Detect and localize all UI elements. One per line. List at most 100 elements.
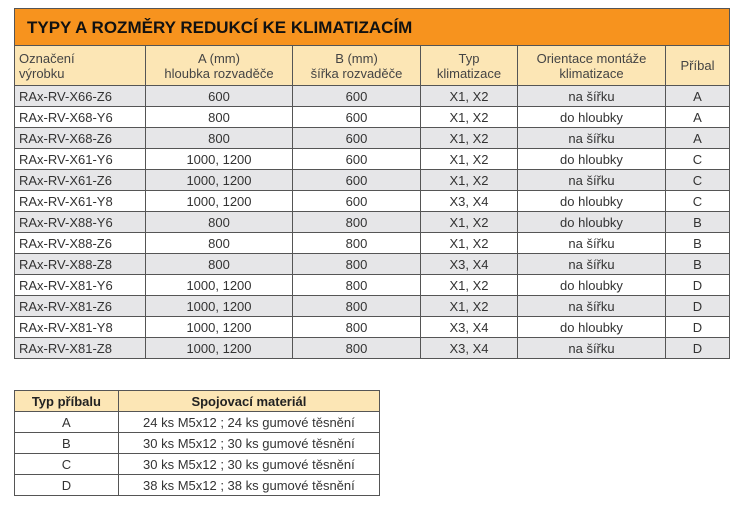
table-cell: 800 bbox=[292, 274, 421, 296]
table-cell: 600 bbox=[292, 148, 421, 170]
table-cell: 1000, 1200 bbox=[145, 274, 293, 296]
table-cell: 600 bbox=[292, 106, 421, 128]
table-cell: X3, X4 bbox=[420, 190, 518, 212]
table-cell: na šířku bbox=[517, 337, 666, 359]
table-title: TYPY A ROZMĚRY REDUKCÍ KE KLIMATIZACÍM bbox=[14, 8, 730, 46]
table-cell: C bbox=[665, 169, 730, 191]
header-cell: B (mm) šířka rozvaděče bbox=[292, 45, 421, 86]
table-cell: A bbox=[665, 127, 730, 149]
header-text: Orientace montáže bbox=[536, 50, 647, 66]
table-row: RAx-RV-X81-Y8 1000, 1200 800 X3, X4 do hloub… bbox=[14, 316, 730, 338]
table-row: RAx-RV-X81-Y6 1000, 1200 800 X1, X2 do hloub… bbox=[14, 274, 730, 296]
header-text: výrobku bbox=[19, 65, 65, 81]
pack-types-table: Typ příbalu Spojovací materiál A 24 ks M5… bbox=[14, 390, 381, 496]
table-cell: RAx-RV-X68-Y6 bbox=[14, 106, 146, 128]
table-cell: RAx-RV-X81-Y6 bbox=[14, 274, 146, 296]
table-cell: RAx-RV-X61-Y6 bbox=[14, 148, 146, 170]
table-row: A 24 ks M5x12 ; 24 ks gumové těsnění bbox=[14, 411, 381, 433]
table-cell: X3, X4 bbox=[420, 253, 518, 275]
table-cell: 800 bbox=[292, 316, 421, 338]
table-cell: X1, X2 bbox=[420, 274, 518, 296]
table-cell: B bbox=[665, 211, 730, 233]
header-pack-type: Typ příbalu bbox=[14, 390, 119, 412]
table-row: D 38 ks M5x12 ; 38 ks gumové těsnění bbox=[14, 474, 381, 496]
table-cell: na šířku bbox=[517, 295, 666, 317]
table-cell: B bbox=[14, 432, 119, 454]
table-cell: D bbox=[665, 337, 730, 359]
table-cell: RAx-RV-X81-Z8 bbox=[14, 337, 146, 359]
header-row: Označení výrobku A (mm) hloubka rozvaděče B … bbox=[14, 45, 730, 86]
table-row: RAx-RV-X88-Y6 800 800 X1, X2 do hloubky B bbox=[14, 211, 730, 233]
header-text: klimatizace bbox=[436, 65, 502, 81]
table-cell: X1, X2 bbox=[420, 295, 518, 317]
table-cell: X1, X2 bbox=[420, 106, 518, 128]
table-cell: X1, X2 bbox=[420, 169, 518, 191]
table-row: C 30 ks M5x12 ; 30 ks gumové těsnění bbox=[14, 453, 381, 475]
table-row: B 30 ks M5x12 ; 30 ks gumové těsnění bbox=[14, 432, 381, 454]
header-cell: A (mm) hloubka rozvaděče bbox=[145, 45, 293, 86]
table-cell: X3, X4 bbox=[420, 316, 518, 338]
table-cell: A bbox=[14, 411, 119, 433]
table-cell: 1000, 1200 bbox=[145, 148, 293, 170]
table-cell: 800 bbox=[145, 127, 293, 149]
header-cell: Typ klimatizace bbox=[420, 45, 518, 86]
table-cell: na šířku bbox=[517, 85, 666, 107]
table-row: RAx-RV-X61-Y6 1000, 1200 600 X1, X2 do hloub… bbox=[14, 148, 730, 170]
table-cell: 800 bbox=[145, 232, 293, 254]
table-cell: 800 bbox=[145, 253, 293, 275]
table-cell: C bbox=[665, 190, 730, 212]
header-text: A (mm) bbox=[198, 50, 240, 66]
table-cell: na šířku bbox=[517, 253, 666, 275]
table-cell: X1, X2 bbox=[420, 148, 518, 170]
table-cell: RAx-RV-X68-Z6 bbox=[14, 127, 146, 149]
table-cell: do hloubky bbox=[517, 211, 666, 233]
table-cell: RAx-RV-X61-Z6 bbox=[14, 169, 146, 191]
table-cell: 30 ks M5x12 ; 30 ks gumové těsnění bbox=[117, 453, 381, 475]
table-cell: RAx-RV-X81-Y8 bbox=[14, 316, 146, 338]
table-cell: 600 bbox=[292, 85, 421, 107]
table-row: RAx-RV-X81-Z6 1000, 1200 800 X1, X2 na šířku… bbox=[14, 295, 730, 317]
table-cell: na šířku bbox=[517, 169, 666, 191]
table-cell: na šířku bbox=[517, 127, 666, 149]
table-cell: do hloubky bbox=[517, 190, 666, 212]
table-cell: X1, X2 bbox=[420, 232, 518, 254]
table-cell: 30 ks M5x12 ; 30 ks gumové těsnění bbox=[117, 432, 381, 454]
table-row: RAx-RV-X68-Y6 800 600 X1, X2 do hloubky A bbox=[14, 106, 730, 128]
table-cell: X3, X4 bbox=[420, 337, 518, 359]
table-cell: 800 bbox=[292, 211, 421, 233]
table-cell: 800 bbox=[292, 295, 421, 317]
table-cell: RAx-RV-X81-Z6 bbox=[14, 295, 146, 317]
table-cell: 1000, 1200 bbox=[145, 169, 293, 191]
table-cell: 1000, 1200 bbox=[145, 190, 293, 212]
table-cell: 800 bbox=[292, 253, 421, 275]
table-cell: D bbox=[665, 295, 730, 317]
table-cell: A bbox=[665, 85, 730, 107]
table-cell: 800 bbox=[145, 106, 293, 128]
table-row: RAx-RV-X61-Y8 1000, 1200 600 X3, X4 do hloub… bbox=[14, 190, 730, 212]
header-cell: Označení výrobku bbox=[14, 45, 146, 86]
table-cell: 1000, 1200 bbox=[145, 295, 293, 317]
table-cell: X1, X2 bbox=[420, 127, 518, 149]
table-cell: B bbox=[665, 232, 730, 254]
table-cell: RAx-RV-X88-Z6 bbox=[14, 232, 146, 254]
table-cell: 600 bbox=[292, 169, 421, 191]
table-cell: RAx-RV-X66-Z6 bbox=[14, 85, 146, 107]
header-text: Označení bbox=[19, 50, 75, 66]
table-cell: do hloubky bbox=[517, 316, 666, 338]
header-text: Typ bbox=[458, 50, 480, 66]
table-cell: X1, X2 bbox=[420, 85, 518, 107]
table-cell: C bbox=[14, 453, 119, 475]
table-cell: 800 bbox=[145, 211, 293, 233]
table-cell: RAx-RV-X61-Y8 bbox=[14, 190, 146, 212]
header-text: hloubka rozvaděče bbox=[164, 65, 274, 81]
table-cell: 600 bbox=[292, 127, 421, 149]
table-cell: 1000, 1200 bbox=[145, 316, 293, 338]
table-cell: do hloubky bbox=[517, 106, 666, 128]
header-material: Spojovací materiál bbox=[117, 390, 381, 412]
table-row: RAx-RV-X88-Z8 800 800 X3, X4 na šířku B bbox=[14, 253, 730, 275]
table-cell: RAx-RV-X88-Z8 bbox=[14, 253, 146, 275]
table-cell: D bbox=[14, 474, 119, 496]
header-cell: Příbal bbox=[665, 45, 730, 86]
table-row: RAx-RV-X81-Z8 1000, 1200 800 X3, X4 na šířku… bbox=[14, 337, 730, 359]
table-cell: 800 bbox=[292, 232, 421, 254]
